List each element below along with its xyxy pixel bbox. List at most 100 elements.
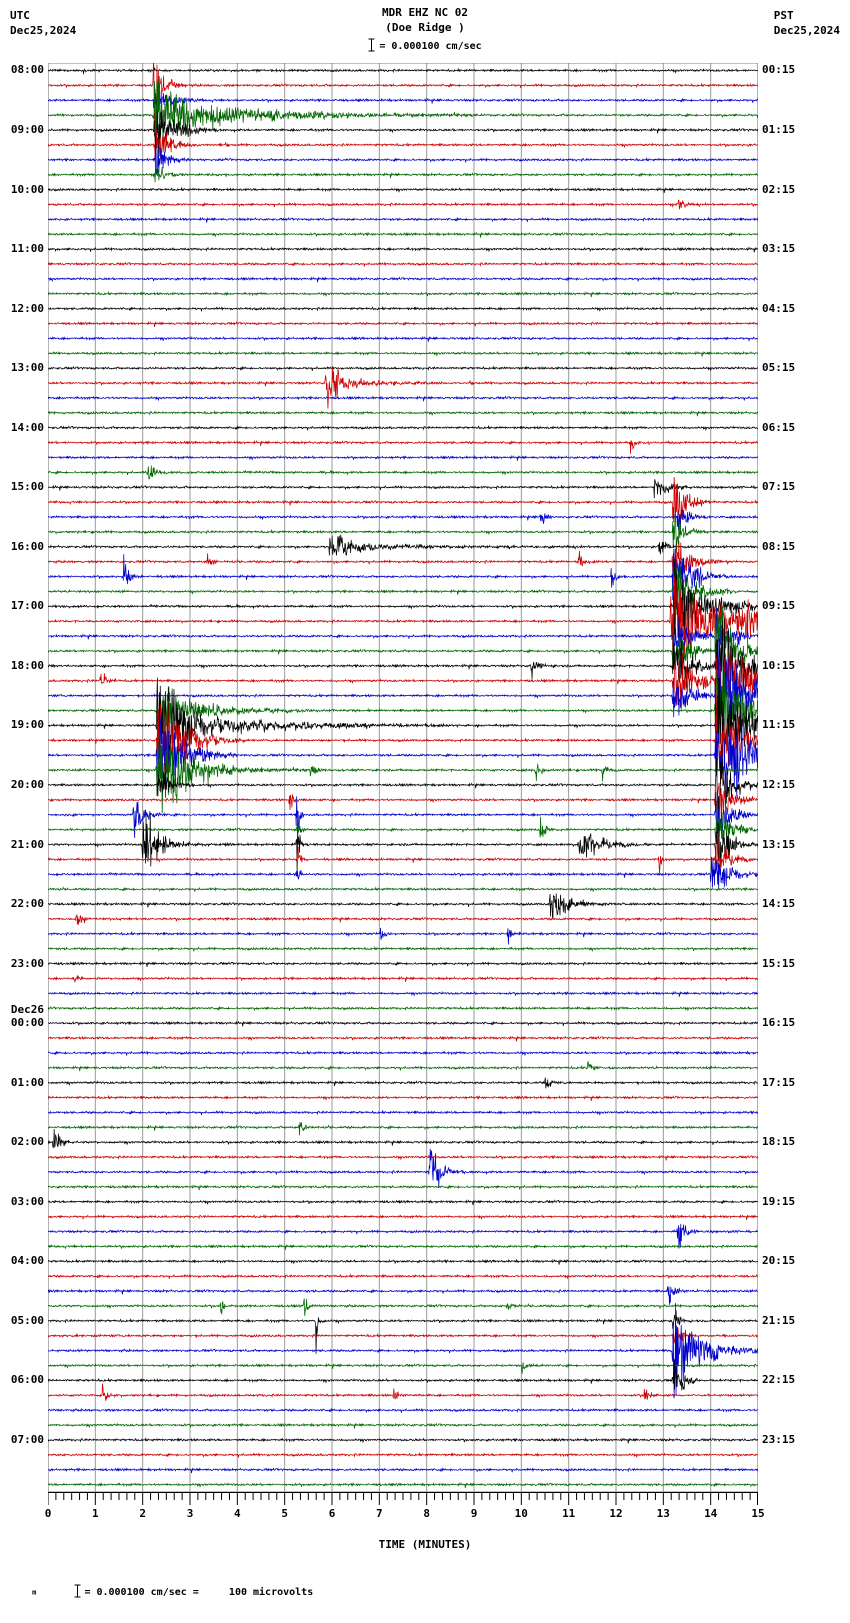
seismogram-traces: [48, 63, 758, 1492]
trace-row-66: [48, 1049, 758, 1057]
trace-row-57: [48, 914, 758, 925]
pst-hour-label-0: 00:15: [762, 63, 796, 77]
pst-hour-label-2: 02:15: [762, 182, 796, 196]
trace-row-61: [48, 975, 758, 983]
trace-row-17: [48, 320, 758, 327]
pst-hour-label-15: 15:15: [762, 956, 796, 970]
utc-hour-label-18: 02:00: [10, 1135, 44, 1149]
trace-row-5: [48, 129, 758, 169]
trace-row-56: [48, 893, 758, 919]
x-tick-label-2: 2: [139, 1507, 146, 1520]
trace-row-23: [48, 409, 758, 417]
trace-row-89: [48, 1383, 758, 1401]
trace-row-27: [48, 465, 758, 480]
utc-hour-label-16: 00:00: [10, 1016, 44, 1030]
trace-row-84: [48, 1310, 758, 1354]
pst-hour-label-1: 01:15: [762, 123, 796, 136]
trace-row-50: [48, 792, 758, 844]
utc-hour-label-17: 01:00: [10, 1075, 44, 1089]
trace-row-81: [48, 1273, 758, 1280]
trace-row-12: [48, 246, 758, 253]
trace-row-72: [48, 1129, 758, 1148]
utc-hour-label-14: 22:00: [10, 897, 44, 910]
pst-hour-label-3: 03:15: [762, 242, 796, 256]
pst-hour-label-13: 13:15: [762, 837, 796, 851]
trace-row-9: [48, 199, 758, 210]
trace-row-15: [48, 290, 758, 298]
pst-zone-label: PST: [773, 9, 794, 22]
trace-row-54: [48, 856, 758, 890]
trace-row-42: [48, 647, 758, 734]
utc-hour-label-5: 13:00: [10, 361, 44, 375]
trace-row-29: [48, 476, 758, 523]
trace-row-34: [48, 548, 758, 601]
utc-date-label: Dec25,2024: [10, 24, 77, 37]
helicorder-page: UTC Dec25,2024 MDR EHZ NC 02 (Doe Ridge …: [10, 6, 840, 1598]
utc-hour-label-8: 16:00: [10, 539, 44, 553]
trace-row-24: [48, 424, 758, 431]
utc-hour-label-4: 12:00: [10, 301, 44, 315]
pst-hour-label-4: 04:15: [762, 301, 796, 315]
trace-row-0: [48, 67, 758, 75]
trace-row-49: [48, 782, 758, 828]
trace-row-83: [48, 1298, 758, 1316]
x-tick-label-10: 10: [514, 1507, 528, 1520]
utc-zone-label: UTC: [10, 9, 30, 22]
trace-row-1: [48, 63, 758, 129]
trace-row-41: [48, 649, 758, 717]
utc-date-divider-label: Dec26: [10, 1003, 44, 1017]
trace-row-32: [48, 534, 758, 556]
utc-hour-label-21: 05:00: [10, 1313, 44, 1327]
trace-row-64: [48, 1020, 758, 1027]
trace-row-69: [48, 1094, 758, 1101]
trace-row-35: [48, 566, 758, 633]
trace-row-80: [48, 1258, 758, 1265]
pst-hour-label-20: 20:15: [762, 1254, 796, 1268]
utc-hour-label-2: 10:00: [10, 182, 44, 196]
utc-hour-label-15: 23:00: [10, 956, 44, 970]
trace-row-70: [48, 1109, 758, 1116]
trace-row-87: [48, 1362, 758, 1374]
trace-row-88: [48, 1357, 758, 1391]
footer-scale-text: = 0.000100 cm/sec = 100 microvolts: [84, 1587, 314, 1598]
utc-hour-label-13: 21:00: [10, 837, 44, 851]
pst-header: PST Dec25,2024: [774, 8, 840, 38]
pst-hour-label-17: 17:15: [762, 1075, 796, 1089]
utc-hour-label-23: 07:00: [10, 1432, 44, 1446]
utc-hour-label-19: 03:00: [10, 1194, 44, 1208]
x-tick-label-15: 15: [751, 1507, 765, 1520]
pst-hour-label-6: 06:15: [762, 420, 796, 434]
utc-header: UTC Dec25,2024: [10, 8, 76, 38]
trace-row-67: [48, 1061, 758, 1072]
trace-row-77: [48, 1213, 758, 1221]
pst-hour-label-8: 08:15: [762, 539, 796, 553]
trace-row-71: [48, 1121, 758, 1136]
vertical-bar-icon: [368, 38, 375, 55]
x-tick-label-1: 1: [91, 1507, 99, 1520]
trace-row-48: [48, 758, 758, 812]
trace-row-94: [48, 1466, 758, 1474]
grid-lines: [48, 63, 758, 1492]
trace-row-51: [48, 799, 758, 843]
trace-row-20: [48, 365, 758, 372]
trace-row-16: [48, 305, 758, 312]
helicorder-plot: [48, 63, 758, 1492]
trace-row-25: [48, 439, 758, 455]
trace-row-14: [48, 276, 758, 283]
trace-row-38: [48, 608, 758, 667]
pst-hour-label-14: 14:15: [762, 897, 796, 910]
pst-hour-label-10: 10:15: [762, 658, 796, 672]
trace-row-86: [48, 1302, 758, 1399]
x-axis-title: TIME (MINUTES): [378, 1538, 472, 1551]
trace-row-93: [48, 1451, 758, 1459]
trace-row-6: [48, 143, 758, 175]
utc-hour-label-20: 04:00: [10, 1254, 44, 1268]
trace-row-60: [48, 960, 758, 968]
x-tick-label-6: 6: [328, 1507, 336, 1520]
trace-row-33: [48, 540, 758, 599]
trace-row-68: [48, 1077, 758, 1089]
pst-hour-label-7: 07:15: [762, 480, 796, 494]
pst-hour-label-23: 23:15: [762, 1432, 796, 1446]
trace-row-85: [48, 1327, 758, 1345]
trace-row-52: [48, 814, 758, 875]
